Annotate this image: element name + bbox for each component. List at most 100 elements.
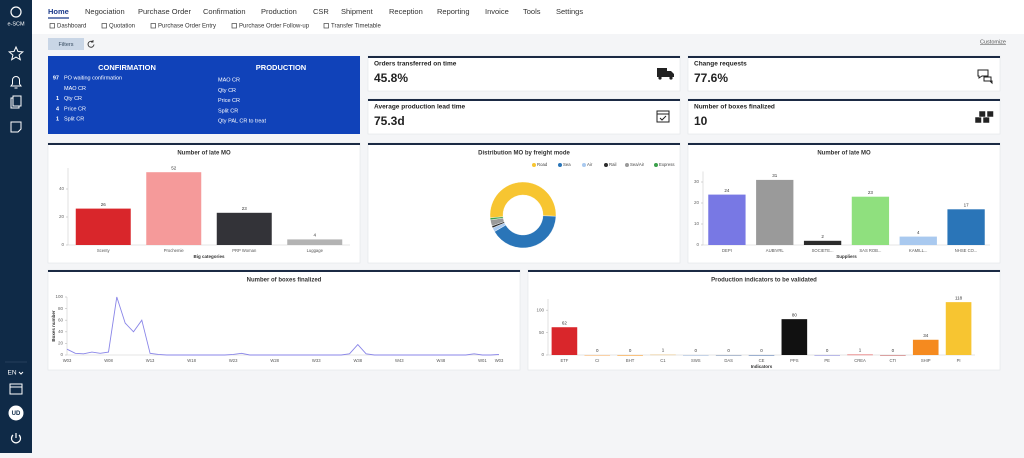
bar: [880, 355, 906, 356]
bar-value-label: 17: [964, 202, 970, 207]
box-icon: [974, 116, 982, 124]
summary-label: PO waiting confirmation: [64, 75, 122, 81]
x-tick-label: PE: [824, 358, 830, 363]
x-tick-label: Scenty: [97, 248, 111, 253]
x-tick-label: PPS: [790, 358, 799, 363]
legend-swatch: [532, 163, 536, 167]
subnav-icon: [49, 23, 55, 29]
subnav-icon: [150, 23, 156, 29]
filters-button[interactable]: [48, 38, 84, 50]
truck-icon: [657, 68, 674, 77]
legend-swatch: [558, 163, 562, 167]
bar: [756, 179, 794, 245]
nav-item[interactable]: Settings: [556, 7, 583, 16]
nav-item[interactable]: Invoice: [485, 7, 509, 16]
bar-value-label: 0: [629, 348, 632, 353]
subnav-item[interactable]: Purchase Order Follow-up: [239, 24, 310, 30]
nav-item[interactable]: Negociation: [85, 7, 125, 16]
x-tick-label: NHSE CO...: [955, 248, 978, 253]
x-tick-label: AUBIVRL: [766, 248, 785, 253]
box-icon: [986, 110, 994, 118]
bar: [945, 302, 972, 355]
y-tick-label: 0: [696, 242, 699, 247]
x-tick-label: PI: [957, 358, 961, 363]
refresh-icon[interactable]: [87, 40, 95, 48]
logout-icon[interactable]: [10, 433, 22, 444]
kpi-value: 45.8%: [374, 71, 408, 85]
bar: [899, 236, 937, 245]
customize-link[interactable]: Customize: [980, 39, 1006, 45]
kpi-title: Number of boxes finalized: [694, 104, 775, 111]
nav-item[interactable]: Tools: [523, 7, 541, 16]
notifications-icon[interactable]: [10, 76, 22, 89]
kpi-value: 75.3d: [374, 114, 405, 128]
x-tick-label: SOCIETE...: [812, 248, 834, 253]
documents-icon-back: [12, 95, 22, 107]
chart-card-top: [368, 143, 680, 145]
nav-item[interactable]: Reporting: [437, 7, 470, 16]
summary-card: [48, 56, 360, 134]
nav-item[interactable]: Confirmation: [203, 7, 246, 16]
bar-value-label: 24: [724, 188, 730, 193]
subnav-icon: [323, 23, 329, 29]
summary-label: MAO CR: [218, 77, 240, 83]
summary-count: 1: [56, 96, 59, 102]
legend-swatch: [604, 163, 608, 167]
legend-swatch: [654, 163, 658, 167]
bar-value-label: 31: [772, 173, 778, 178]
x-tick-label: W48: [437, 358, 446, 363]
y-tick-label: 40: [58, 329, 64, 334]
x-axis-label: Big categories: [193, 254, 225, 259]
y-tick-label: 100: [536, 307, 544, 312]
kpi-card: [687, 98, 1001, 135]
legend-label: Rail: [609, 162, 616, 167]
x-tick-label: PRP Woman: [232, 248, 257, 253]
bar-value-label: 0: [695, 348, 698, 353]
chart-card-top: [688, 143, 1000, 145]
nav-item[interactable]: CSR: [313, 7, 329, 16]
x-tick-label: C1: [660, 358, 666, 363]
legend-label: Air: [587, 162, 593, 167]
subnav-item[interactable]: Dashboard: [57, 24, 86, 30]
kpi-card-top: [368, 56, 680, 58]
x-tick-label: SWS: [691, 358, 701, 363]
user-avatar[interactable]: [8, 405, 24, 421]
x-tick-label: W38: [353, 358, 362, 363]
summary-label: Split CR: [218, 108, 238, 114]
subnav-item[interactable]: Purchase Order Entry: [158, 24, 216, 30]
bar-value-label: 52: [171, 165, 177, 170]
bar: [947, 209, 985, 245]
bar: [748, 355, 775, 356]
calendar-kpi-icon: [656, 110, 670, 123]
x-tick-label: DEPI: [722, 248, 732, 253]
subnav-item[interactable]: Quotation: [109, 24, 135, 30]
x-tick-label: SHIP: [921, 358, 931, 363]
nav-item[interactable]: Reception: [389, 7, 423, 16]
language[interactable]: EN: [7, 370, 16, 377]
bar: [617, 355, 643, 356]
y-tick-label: 20: [694, 200, 700, 205]
x-tick-label: Luggage: [307, 248, 324, 253]
y-tick-label: 100: [55, 294, 63, 299]
bar-value-label: 23: [242, 206, 248, 211]
notes-icon[interactable]: [10, 121, 22, 133]
y-tick-label: 0: [60, 352, 63, 357]
bar: [715, 355, 742, 356]
x-tick-label: BHT: [626, 358, 635, 363]
chat-icon: [977, 69, 993, 85]
nav-item[interactable]: Production: [261, 7, 297, 16]
subnav-item[interactable]: Transfer Timetable: [331, 24, 381, 30]
bar: [803, 240, 842, 245]
x-axis-label: Indicators: [751, 364, 773, 369]
nav-item[interactable]: Home: [48, 7, 69, 16]
x-tick-label: W18: [187, 358, 196, 363]
nav-item[interactable]: Shipment: [341, 7, 374, 16]
favorites-icon[interactable]: [7, 45, 25, 61]
sidebar: [0, 0, 32, 453]
bar-value-label: 2: [821, 234, 824, 239]
calendar-icon[interactable]: [9, 383, 23, 395]
y-tick-label: 60: [58, 317, 64, 322]
nav-item[interactable]: Purchase Order: [138, 7, 191, 16]
legend-swatch: [625, 163, 629, 167]
